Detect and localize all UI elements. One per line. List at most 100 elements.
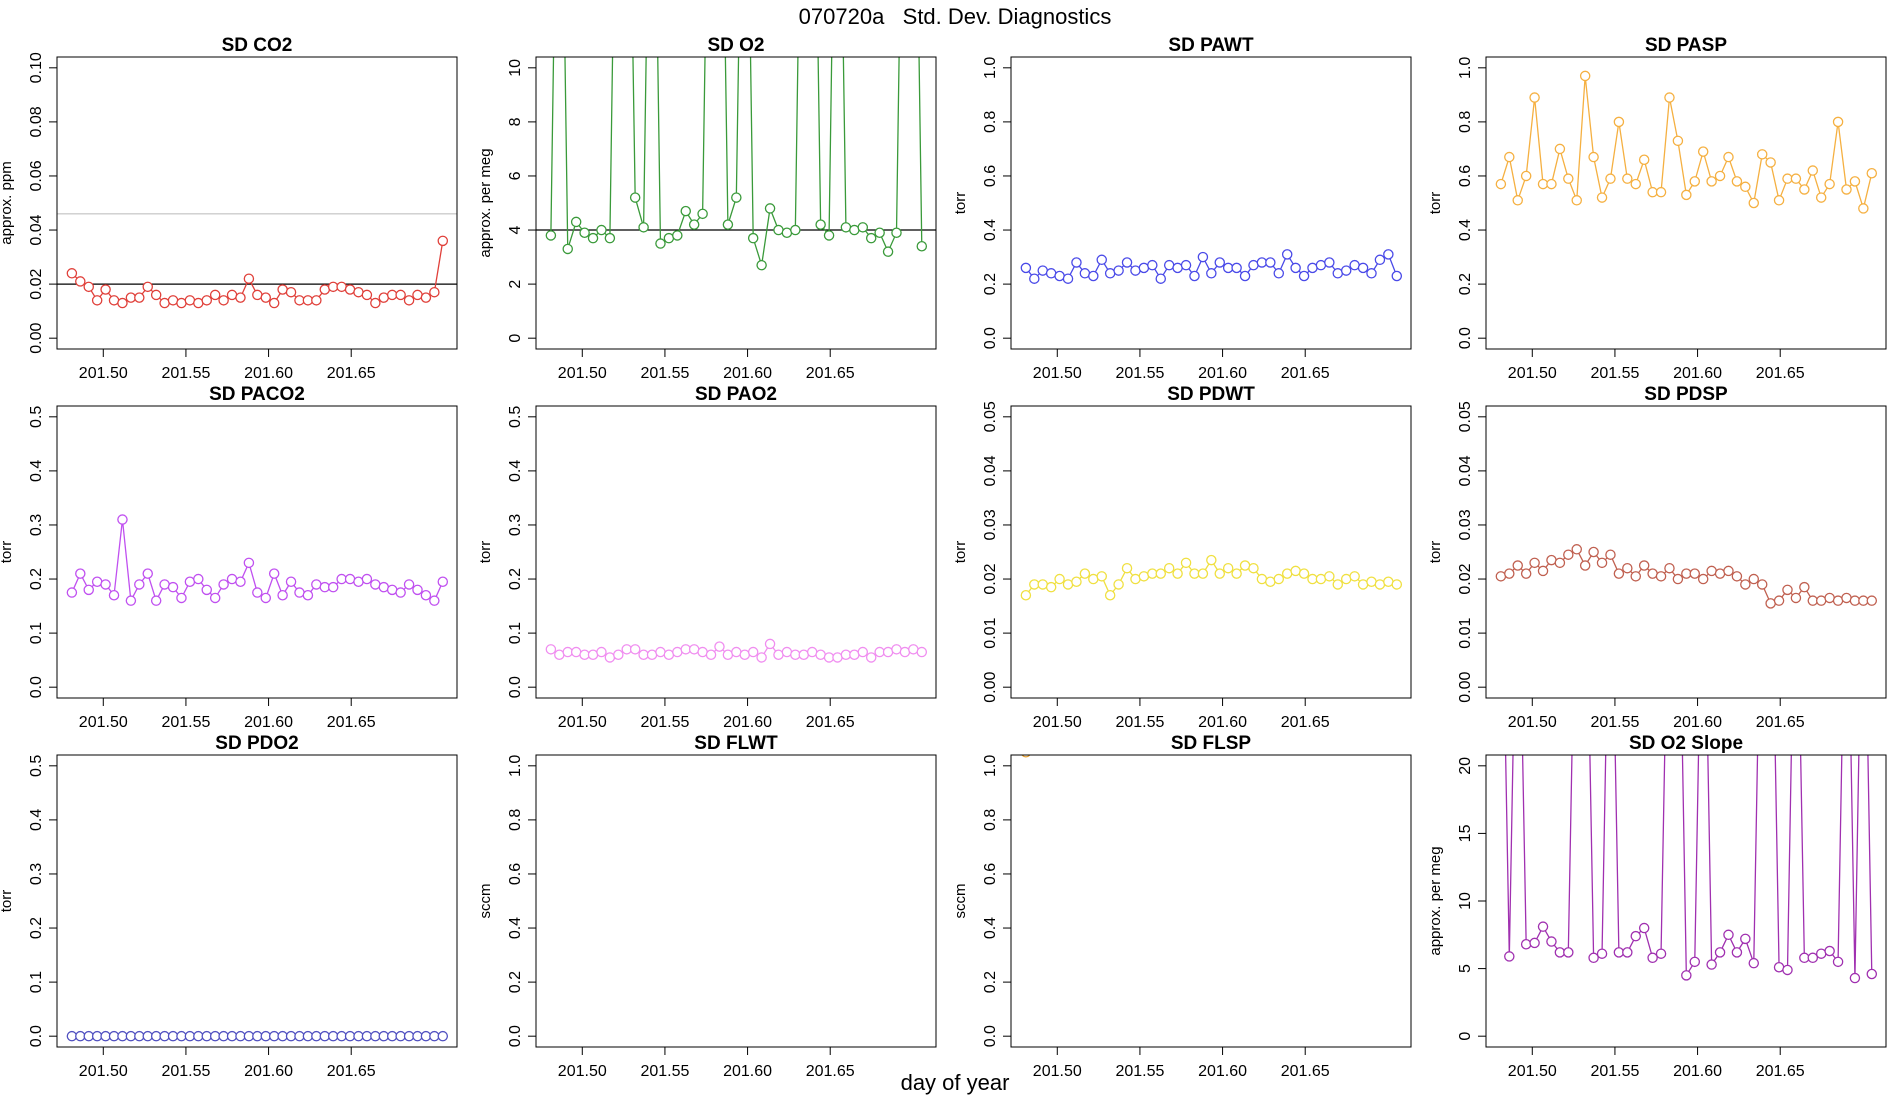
data-point [1773,595,1785,606]
y-tick-label: 0.2 [982,971,999,993]
data-point [882,246,894,257]
data-point [193,573,204,585]
data-point [1104,590,1116,601]
data-point [1324,257,1335,268]
data-point [1588,952,1599,964]
x-tick-label: 201.60 [244,365,293,382]
data-point [1121,257,1133,268]
x-tick-label: 201.65 [1281,365,1330,382]
data-point [629,192,641,203]
x-tick-label: 201.55 [640,1063,689,1080]
plot-frame [1485,56,1887,350]
data-point [815,219,826,230]
y-tick-label: 1.0 [982,755,999,777]
plot-frame [56,405,458,699]
y-tick-label: 15 [1457,824,1474,842]
data-point [1231,262,1242,274]
data-point [1155,568,1167,579]
panel-title: SD PAWT [1168,35,1254,56]
data-point [1672,573,1684,585]
y-tick-label: 0.4 [507,460,524,482]
y-tick-label: 0.1 [507,622,524,644]
data-point [1248,562,1259,574]
x-tick-label: 201.50 [558,714,607,731]
panel: SD FLSP sccm 0.0 0.2 0.4 0.6 0.8 1.0 201.50 201.5… [952,733,1412,1080]
data-point [1613,116,1625,128]
x-tick-label: 201.60 [244,1063,293,1080]
y-tick-label: 1.0 [1457,57,1474,79]
data-point [83,281,94,293]
x-tick-label: 201.50 [1508,1063,1557,1080]
y-tick-label: 0.4 [28,460,45,482]
data-point [1638,560,1650,571]
y-tick-label: 1.0 [507,755,524,777]
data-point [1588,151,1599,163]
data-point [1298,568,1310,579]
x-tick-label: 201.50 [558,365,607,382]
data-point [638,222,649,233]
data-point [1731,176,1743,187]
data-point [1681,189,1692,201]
data-point [1664,562,1675,574]
panel: SD PDO2 torr 0.0 0.1 0.2 0.3 0.4 0.5 201.50 201.5… [0,733,458,1080]
data-point [1495,178,1507,190]
y-tick-label: 0.6 [1457,165,1474,187]
data-point [1740,181,1751,193]
data-point [1748,957,1760,969]
data-point [1197,568,1209,579]
x-tick-label: 201.65 [327,714,376,731]
data-point [1773,195,1785,206]
data-point [1638,154,1650,165]
data-point [857,222,869,233]
x-tick-label: 201.60 [1198,365,1247,382]
data-point [218,295,229,306]
data-point [916,241,928,252]
data-point [1180,557,1192,569]
y-tick-label: 4 [507,225,524,234]
data-point [1799,581,1810,593]
data-point [1054,573,1065,585]
data-point [243,273,255,284]
panel-title: SD FLSP [1171,733,1252,754]
data-point [1357,262,1369,274]
data-point [1605,173,1616,184]
data-point [587,232,599,244]
y-tick-label: 0.6 [507,863,524,885]
data-point [1858,203,1869,214]
data-point [1613,568,1625,579]
x-tick-label: 201.65 [1281,1063,1330,1080]
data-point [1579,70,1591,82]
data-point [672,230,683,241]
y-tick-label: 6 [507,171,524,180]
data-point [1021,755,1031,758]
data-point [285,286,297,298]
data-point [420,590,432,601]
data-point [1622,562,1633,574]
y-tick-label: 10 [1457,892,1474,910]
data-point [1672,135,1684,147]
x-tick-label: 201.65 [327,365,376,382]
data-point [1714,170,1726,182]
y-axis-label: torr [477,541,494,564]
y-axis-label: torr [1427,541,1444,564]
y-tick-label: 0.4 [1457,219,1474,241]
x-tick-label: 201.65 [1756,714,1805,731]
data-point [1324,571,1335,582]
y-tick-label: 0.0 [28,1025,45,1047]
panel-title: SD O2 Slope [1629,733,1743,754]
data-point [1520,170,1532,182]
y-tick-label: 0.00 [1457,672,1474,703]
x-tick-label: 201.65 [327,1063,376,1080]
x-tick-label: 201.60 [244,714,293,731]
y-tick-label: 0.08 [28,106,45,137]
data-point [1180,259,1192,271]
x-tick-label: 201.50 [558,1063,607,1080]
y-tick-label: 0.04 [28,214,45,245]
data-point [916,646,928,658]
panel-title: SD PASP [1645,35,1727,56]
data-point [570,216,582,228]
data-point [865,232,877,244]
data-point [1520,939,1532,950]
data-point [1731,571,1743,582]
